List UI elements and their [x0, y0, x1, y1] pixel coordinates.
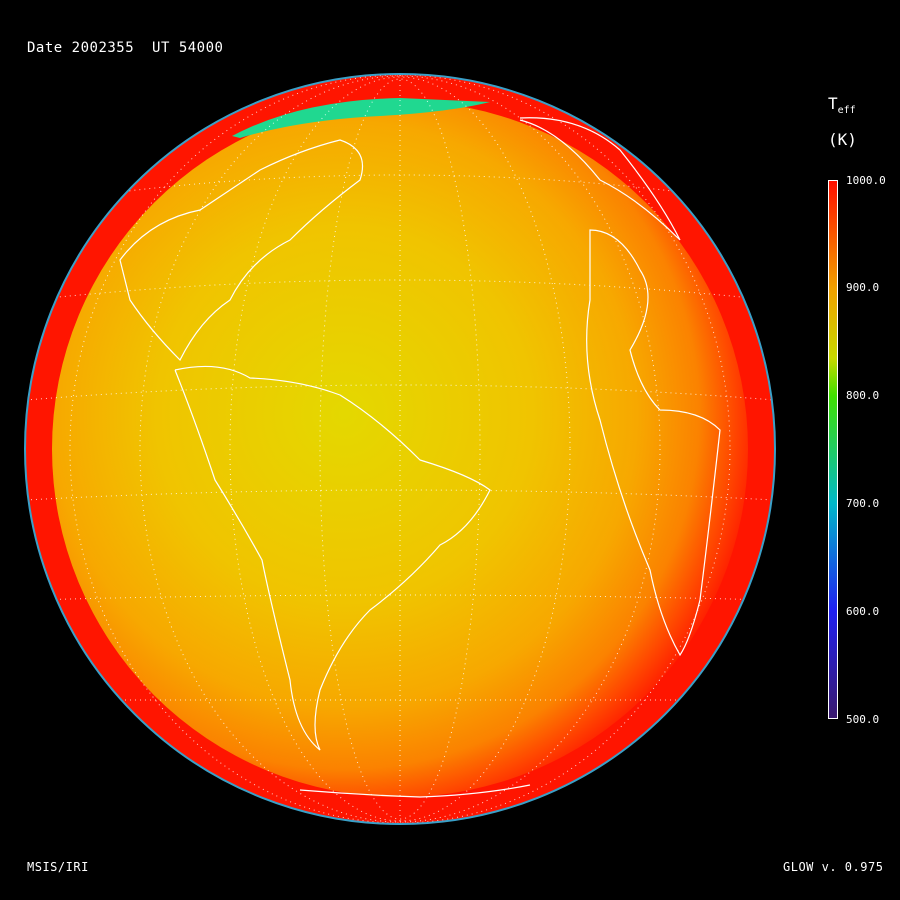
ut-value: 54000: [178, 40, 224, 56]
version-label: GLOW v. 0.975: [783, 860, 884, 874]
date-label: Date: [27, 40, 63, 56]
colorbar-tick: 800.0: [846, 389, 880, 402]
graticule: [26, 75, 774, 823]
colorbar-tick: 500.0: [846, 713, 880, 726]
date-value: 2002355: [71, 40, 135, 56]
date-time-label: Date 2002355 UT 54000: [27, 40, 223, 56]
colorbar-title-sub: eff: [837, 105, 856, 116]
colorbar-unit: (K): [828, 130, 857, 149]
colorbar-tick: 700.0: [846, 497, 880, 510]
coastlines: [119, 117, 721, 798]
colorbar-tick: 1000.0: [846, 174, 886, 187]
colorbar-tick: 600.0: [846, 605, 880, 618]
model-label: MSIS/IRI: [27, 860, 89, 874]
temperature-field: [52, 101, 748, 797]
colorbar-title: Teff: [828, 94, 856, 116]
colorbar: [828, 180, 838, 719]
colorbar-tick: 900.0: [846, 281, 880, 294]
aurora-region: [232, 98, 490, 138]
colorbar-title-main: T: [828, 94, 838, 113]
ut-label: UT: [152, 40, 170, 56]
